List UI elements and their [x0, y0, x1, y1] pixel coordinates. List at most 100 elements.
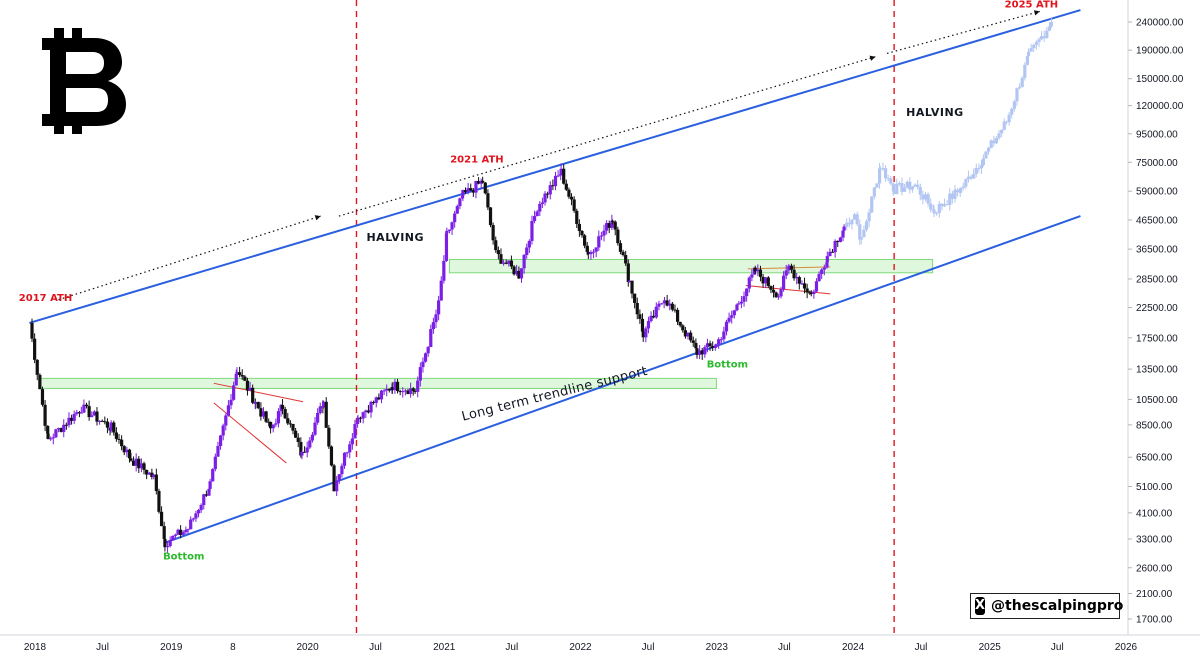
y-tick-label: 13500.00 [1136, 365, 1178, 376]
candle-body [458, 198, 462, 207]
dotted-arrow-1-arrowhead [314, 215, 321, 221]
projected-candle-body [972, 174, 976, 179]
candle-body [657, 303, 661, 307]
x-tick-label: Jul [915, 642, 928, 653]
x-tick-label: 2026 [1115, 642, 1138, 653]
candle-body [764, 277, 768, 284]
candle-body [638, 314, 642, 319]
candle-body [120, 439, 124, 447]
candle-body [732, 310, 736, 316]
candle-body [299, 441, 303, 456]
candle-body [621, 251, 625, 256]
candle-body [540, 202, 545, 204]
candle-body [431, 322, 435, 330]
candle-body [662, 300, 667, 303]
candle-body [196, 510, 201, 514]
x-tick-label: 2020 [296, 642, 319, 653]
candle-body [722, 331, 726, 340]
candle-body [727, 317, 731, 322]
candle-body [814, 281, 819, 292]
projected-candle-body [1045, 30, 1049, 38]
projected-candle-body [974, 167, 978, 175]
projected-candle-body [1037, 39, 1041, 43]
candle-body [758, 269, 763, 277]
lower-channel [164, 215, 1081, 544]
candle-body [735, 304, 739, 311]
candle-body [575, 210, 579, 224]
candle-body [64, 424, 68, 426]
bottom-2018-label: Bottom [163, 552, 204, 563]
candle-body [597, 236, 601, 248]
candle-body [322, 401, 326, 408]
candle-body [546, 193, 550, 195]
projected-candle-body [1004, 121, 1009, 123]
y-tick-label: 10500.00 [1136, 395, 1178, 406]
x-tick-label: 2023 [706, 642, 729, 653]
candle-body [525, 247, 529, 255]
candle-body [504, 262, 508, 264]
candle-body [695, 348, 699, 355]
candle-body [538, 203, 542, 212]
projected-candle-body [1015, 88, 1019, 102]
candle-body [377, 397, 381, 400]
candle-body [481, 180, 485, 183]
projected-candle-body [929, 203, 933, 210]
candle-body [691, 340, 695, 343]
candle-body [756, 269, 760, 272]
candle-body [564, 183, 568, 190]
candle-body [30, 323, 34, 339]
candle-body [337, 474, 341, 481]
candle-body [296, 437, 300, 442]
candle-body [245, 380, 250, 391]
projected-candle-body [1034, 42, 1038, 45]
candle-body [358, 417, 363, 419]
candle-body [618, 243, 623, 252]
candle-body [830, 251, 835, 253]
candle-body [784, 270, 788, 276]
dotted-arrow-3 [886, 10, 1040, 54]
candle-body [254, 401, 258, 404]
y-tick-label: 6500.00 [1136, 453, 1173, 464]
candle-body [305, 447, 309, 453]
candle-body [626, 263, 630, 283]
projected-candle-body [989, 140, 993, 148]
candle-body [82, 404, 86, 413]
candle-body [310, 434, 315, 441]
x-tick-label: 2019 [160, 642, 183, 653]
projected-candle-body [864, 221, 869, 230]
candle-body [586, 251, 590, 255]
candle-body [125, 449, 129, 453]
projected-candle-body [870, 196, 874, 213]
candle-body [476, 181, 481, 184]
projected-candle-body [935, 212, 939, 214]
bitcoin-logo-icon [42, 28, 126, 134]
candle-body [51, 437, 55, 439]
projected-candle-body [877, 168, 882, 184]
candle-body [594, 247, 598, 252]
candle-body [313, 422, 317, 435]
upper-channel [29, 9, 1081, 324]
dotted-arrow-1 [58, 215, 321, 301]
candle-body [90, 415, 94, 418]
candle-body [445, 230, 449, 234]
candle-body [379, 390, 384, 400]
candle-body [202, 494, 206, 506]
projected-candle-body [984, 151, 988, 159]
projected-candle-body [997, 133, 1001, 138]
candle-body [152, 474, 156, 477]
candle-body [67, 417, 71, 426]
projected-candle-body [892, 191, 896, 195]
candle-body [294, 430, 298, 438]
candle-body [179, 529, 183, 535]
candle-body [147, 472, 151, 475]
candle-body [191, 518, 195, 520]
candle-body [342, 452, 347, 466]
candle-body [698, 350, 702, 355]
dotted-arrow-2 [338, 56, 876, 217]
candle-body [556, 175, 560, 177]
candle-body [530, 220, 534, 241]
x-tick-label: Jul [96, 642, 109, 653]
candle-body [681, 325, 685, 331]
candle-body [694, 342, 698, 349]
candle-body [204, 494, 208, 496]
